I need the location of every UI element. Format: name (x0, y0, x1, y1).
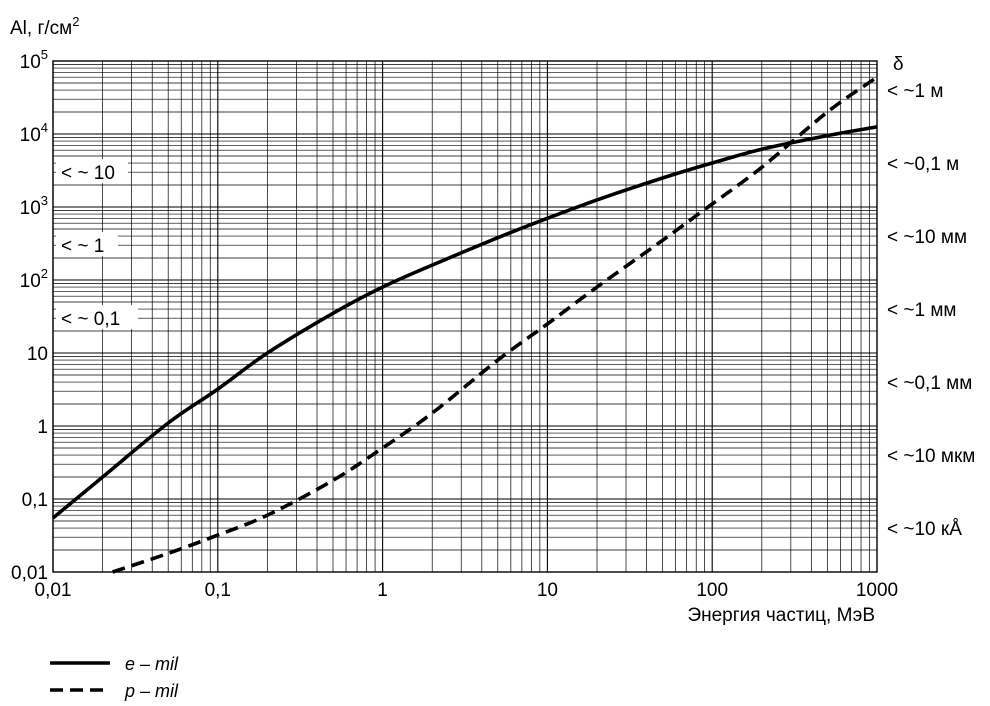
right-axis-label: < ~1 мм (887, 300, 956, 321)
x-tick-label: 1 (377, 580, 388, 601)
x-tick-label: 10 (537, 580, 558, 601)
annotation-box (56, 232, 118, 257)
right-axis-label: < ~1 м (887, 81, 943, 102)
annotation-box (56, 159, 128, 184)
legend: e – mil p – mil (50, 654, 179, 701)
y-tick-label: 105 (20, 47, 48, 73)
grid (52, 61, 877, 573)
plot-frame (52, 60, 878, 573)
tick-labels: 0,01 0,1 1 10 100 1000 0,01 0,1 1 10 102 103 104 105 <… (11, 47, 975, 601)
right-axis-title: δ (893, 54, 904, 75)
series-line-p-mil (112, 75, 879, 574)
y-tick-label: 1 (37, 417, 48, 438)
y-tick-label: 104 (20, 120, 48, 146)
right-axis-label: < ~0,1 м (887, 154, 959, 175)
legend-label-e: e – mil (125, 654, 179, 674)
right-axis-label: < ~10 мм (887, 227, 967, 248)
annotation-label: < ~ 1 (61, 236, 104, 257)
x-tick-label: 100 (696, 580, 728, 601)
y-tick-label: 103 (20, 193, 48, 219)
y-tick-label: 102 (20, 266, 48, 292)
y-tick-label: 10 (27, 344, 48, 365)
series-line-e-mil (51, 125, 878, 520)
annotation-label: < ~ 10 (61, 163, 115, 184)
annotation-box (56, 305, 138, 330)
x-tick-label: 1000 (856, 580, 898, 601)
annotation-label: < ~ 0,1 (61, 309, 120, 330)
right-axis-label: < ~10 мкм (887, 446, 975, 467)
x-tick-label: 0,1 (205, 580, 231, 601)
y-tick-label: 0,01 (11, 563, 48, 584)
legend-label-p: p – mil (124, 681, 179, 701)
series-layer (51, 75, 879, 574)
x-tick-label: 0,01 (35, 580, 72, 601)
right-axis-label: < ~0,1 мм (887, 373, 972, 394)
y-tick-label: 0,1 (22, 490, 48, 511)
right-axis-label: < ~10 кÅ (887, 519, 962, 540)
x-axis-title: Энергия частиц, МэВ (687, 605, 875, 626)
y-axis-title: Al, г/см2 (10, 14, 79, 39)
annotations: < ~ 10 < ~ 1 < ~ 0,1 (56, 159, 138, 330)
